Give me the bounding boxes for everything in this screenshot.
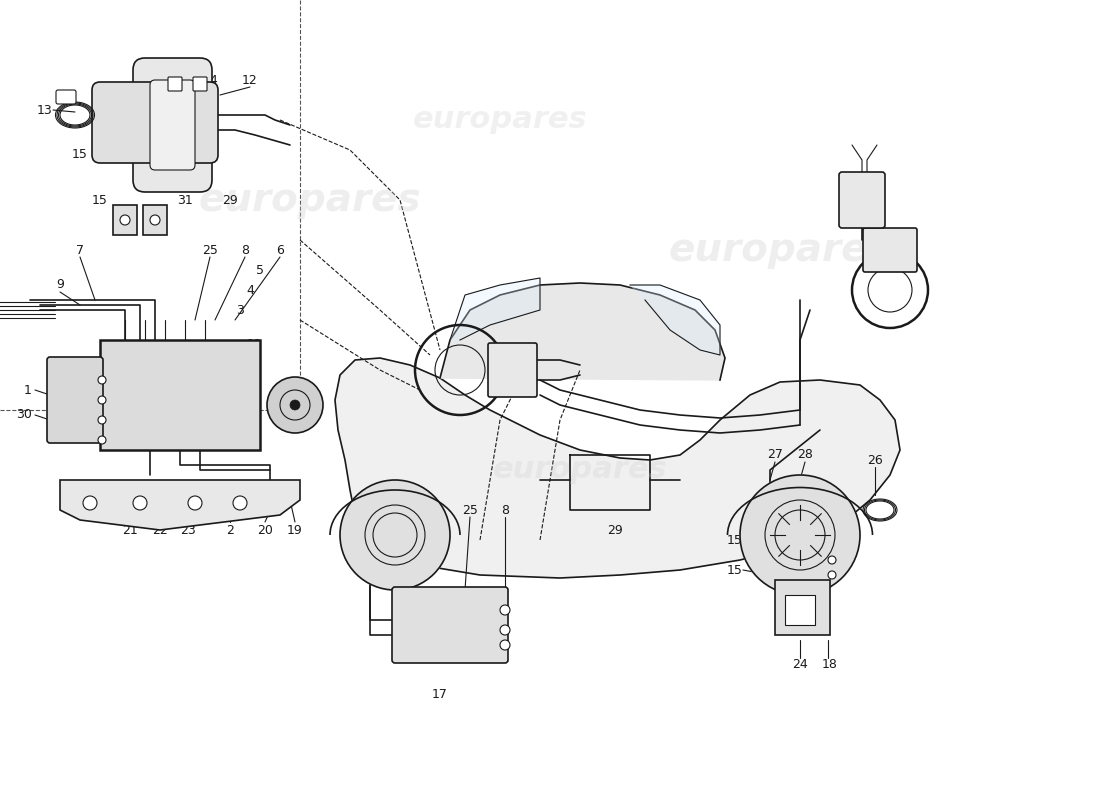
Polygon shape <box>630 285 720 355</box>
Bar <box>113 205 138 235</box>
Circle shape <box>290 400 300 410</box>
FancyBboxPatch shape <box>100 340 260 450</box>
Text: 11: 11 <box>248 338 263 351</box>
Text: 9: 9 <box>366 503 374 517</box>
Circle shape <box>340 480 450 590</box>
Text: 22: 22 <box>152 523 168 537</box>
Circle shape <box>267 377 323 433</box>
Polygon shape <box>60 480 300 530</box>
Text: europares: europares <box>669 231 891 269</box>
FancyBboxPatch shape <box>168 77 182 91</box>
Circle shape <box>828 571 836 579</box>
Text: 25: 25 <box>202 243 218 257</box>
Text: 30: 30 <box>16 409 32 422</box>
Text: 5: 5 <box>256 263 264 277</box>
Text: 15: 15 <box>727 534 742 546</box>
FancyBboxPatch shape <box>392 587 508 663</box>
Circle shape <box>120 215 130 225</box>
FancyBboxPatch shape <box>47 357 103 443</box>
Text: 17: 17 <box>432 689 448 702</box>
Text: 27: 27 <box>767 449 783 462</box>
Circle shape <box>188 496 202 510</box>
Text: 29: 29 <box>222 194 238 206</box>
Circle shape <box>82 496 97 510</box>
Polygon shape <box>440 283 725 380</box>
Circle shape <box>500 605 510 615</box>
Bar <box>143 205 167 235</box>
Circle shape <box>500 625 510 635</box>
Text: 24: 24 <box>172 69 188 82</box>
FancyBboxPatch shape <box>56 90 76 104</box>
Circle shape <box>150 215 160 225</box>
Text: 24: 24 <box>792 658 807 671</box>
Text: 19: 19 <box>287 523 303 537</box>
Text: 29: 29 <box>607 523 623 537</box>
Text: 23: 23 <box>180 523 196 537</box>
Text: europares: europares <box>199 181 421 219</box>
Text: 31: 31 <box>177 194 192 206</box>
FancyBboxPatch shape <box>839 172 886 228</box>
FancyBboxPatch shape <box>488 343 537 397</box>
Circle shape <box>98 416 106 424</box>
Circle shape <box>98 396 106 404</box>
Text: 20: 20 <box>257 523 273 537</box>
Circle shape <box>133 496 147 510</box>
Text: 16: 16 <box>394 503 410 517</box>
Circle shape <box>500 640 510 650</box>
FancyBboxPatch shape <box>133 58 212 192</box>
Text: 15: 15 <box>73 149 88 162</box>
Bar <box>785 595 815 625</box>
Text: 1: 1 <box>24 383 32 397</box>
Text: 25: 25 <box>462 503 477 517</box>
Text: 6: 6 <box>276 243 284 257</box>
Text: 9: 9 <box>56 278 64 291</box>
Circle shape <box>98 436 106 444</box>
Bar <box>776 580 830 635</box>
Text: 13: 13 <box>37 103 53 117</box>
Text: 15: 15 <box>92 194 108 206</box>
Text: 18: 18 <box>822 658 838 671</box>
Text: europares: europares <box>412 106 587 134</box>
FancyBboxPatch shape <box>192 77 207 91</box>
Text: 8: 8 <box>241 243 249 257</box>
Text: 8: 8 <box>500 503 509 517</box>
Text: 28: 28 <box>798 449 813 462</box>
FancyBboxPatch shape <box>864 228 917 272</box>
Text: europares: europares <box>493 455 668 485</box>
Text: 15: 15 <box>727 563 742 577</box>
Text: 7: 7 <box>76 243 84 257</box>
Polygon shape <box>336 358 900 578</box>
Text: 26: 26 <box>867 454 883 466</box>
Circle shape <box>828 556 836 564</box>
Text: 4: 4 <box>246 283 254 297</box>
Text: 12: 12 <box>242 74 257 86</box>
FancyBboxPatch shape <box>92 82 218 163</box>
Circle shape <box>740 475 860 595</box>
Circle shape <box>233 496 248 510</box>
Text: 21: 21 <box>122 523 138 537</box>
Text: 2: 2 <box>227 523 234 537</box>
Polygon shape <box>450 278 540 340</box>
FancyBboxPatch shape <box>150 80 195 170</box>
Text: 24: 24 <box>202 74 218 86</box>
Text: 3: 3 <box>236 303 244 317</box>
Circle shape <box>98 376 106 384</box>
Text: 14: 14 <box>822 538 838 551</box>
